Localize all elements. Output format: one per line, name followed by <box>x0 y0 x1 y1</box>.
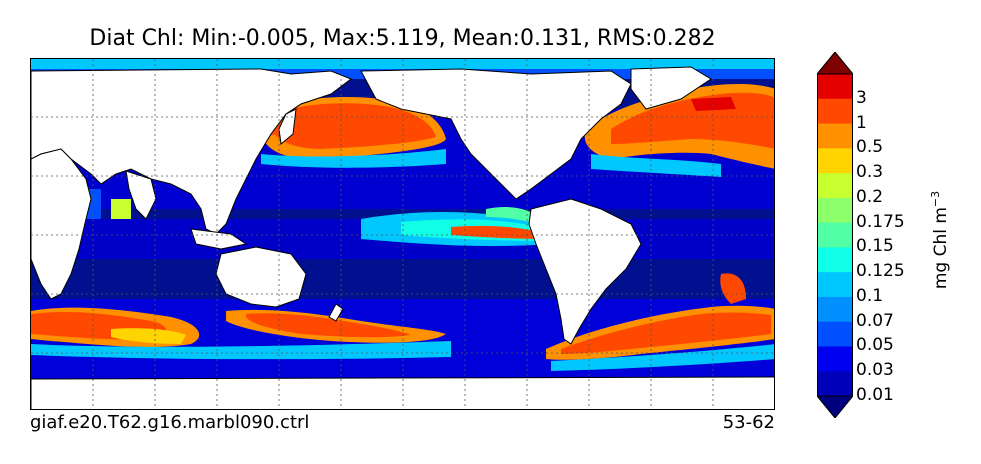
colorbar <box>817 52 853 418</box>
colorbar-tick-label: 0.01 <box>856 385 894 405</box>
chlorophyll-map <box>30 58 775 410</box>
colorbar-tick-label: 0.1 <box>856 285 884 306</box>
colorbar-segment <box>817 197 853 224</box>
north-pacific-bloom <box>256 97 446 168</box>
colorbar-segment <box>817 296 853 323</box>
graticule <box>31 59 774 409</box>
indonesia-islands <box>190 228 248 250</box>
map-canvas <box>31 59 774 409</box>
southern-ocean-bloom <box>31 273 774 371</box>
colorbar-tick-label: 0.125 <box>856 261 905 282</box>
colorbar-segment <box>817 222 853 248</box>
colorbar-segment <box>817 321 853 347</box>
colorbar-tick-label: 0.03 <box>856 360 894 381</box>
colorbar-tick-label: 0.15 <box>856 236 894 257</box>
north-atlantic-bloom <box>584 84 774 177</box>
colorbar-segment <box>817 173 853 199</box>
colorbar-title-exponent: −3 <box>929 190 943 208</box>
colorbar-title: mg Chl m−3 <box>929 191 951 289</box>
india-landmass <box>125 170 157 220</box>
colorbar-segment <box>817 371 853 397</box>
colorbar-tick-label: 0.07 <box>856 310 894 331</box>
colorbar-tick-label: 0.3 <box>856 162 884 183</box>
colorbar-title-base: mg Chl m <box>930 207 951 290</box>
colorbar-segment <box>817 74 853 100</box>
colorbar-segment <box>817 272 853 298</box>
australia-landmass <box>215 246 307 308</box>
colorbar-segment <box>817 98 853 125</box>
colorbar-extend-min <box>817 395 853 418</box>
colorbar-tick-label: 3 <box>856 87 867 108</box>
run-label: giaf.e20.T62.g16.marbl090.ctrl <box>30 412 310 433</box>
colorbar-segment <box>817 123 853 149</box>
new-zealand <box>328 303 344 322</box>
north-america-landmass <box>360 68 632 200</box>
colorbar-extend-max <box>817 52 853 75</box>
colorbar-tick-label: 1 <box>856 112 867 133</box>
colorbar-tick-label: 0.05 <box>856 335 894 356</box>
years-label: 53-62 <box>722 412 775 433</box>
colorbar-segment <box>817 148 853 174</box>
colorbar-tick-label: 0.2 <box>856 186 884 207</box>
africa-landmass <box>31 148 92 300</box>
map-title: Diat Chl: Min:-0.005, Max:5.119, Mean:0.… <box>89 26 716 51</box>
colorbar-tick-label: 0.175 <box>856 211 905 232</box>
colorbar-tick-label: 0.5 <box>856 137 884 158</box>
greenland <box>630 66 712 110</box>
colorbar-frame <box>817 73 853 397</box>
colorbar-segment <box>817 346 853 372</box>
colorbar-segment <box>817 247 853 273</box>
japan-islands <box>278 108 297 145</box>
